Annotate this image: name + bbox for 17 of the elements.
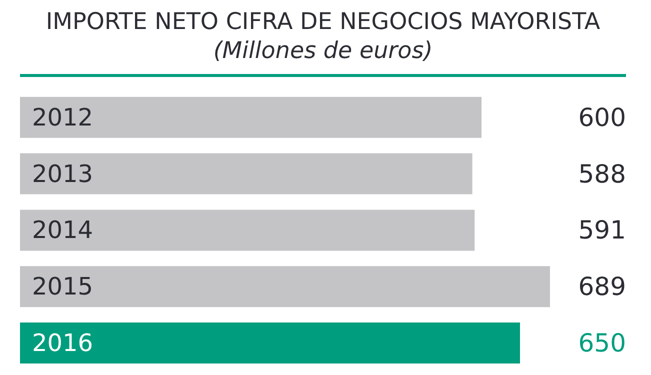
data-label: 600 <box>578 102 626 132</box>
bar <box>20 266 550 308</box>
chart-subtitle: (Millones de euros) <box>213 38 433 64</box>
bar <box>20 322 520 364</box>
data-label: 689 <box>578 272 626 302</box>
y-tick-label: 2015 <box>32 272 94 301</box>
bar <box>20 153 472 194</box>
bar <box>20 210 475 251</box>
data-label: 650 <box>578 328 626 358</box>
bar <box>20 96 482 138</box>
y-tick-label: 2012 <box>32 103 94 132</box>
y-tick-label: 2013 <box>32 160 94 188</box>
data-label: 591 <box>578 216 626 245</box>
data-label: 588 <box>578 159 626 188</box>
y-tick-label: 2014 <box>32 216 94 244</box>
y-tick-label: 2016 <box>32 328 94 357</box>
chart-title: IMPORTE NETO CIFRA DE NEGOCIOS MAYORISTA <box>46 9 600 35</box>
